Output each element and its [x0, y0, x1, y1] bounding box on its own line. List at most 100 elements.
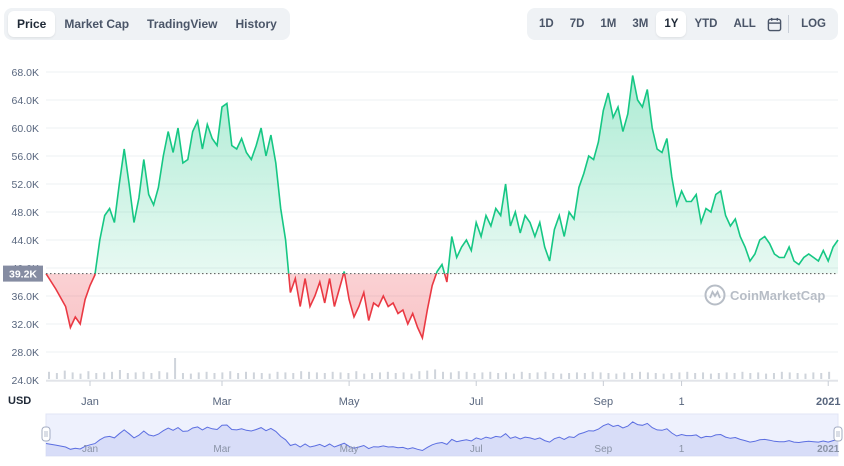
x-tick-label: May: [339, 396, 360, 408]
volume-bar: [473, 373, 476, 379]
volume-bar: [536, 372, 539, 379]
volume-bar: [378, 372, 381, 379]
calendar-icon[interactable]: [764, 11, 784, 37]
volume-bar: [694, 373, 697, 379]
volume-bar: [725, 372, 728, 379]
volume-bar: [670, 373, 673, 379]
volume-bar: [812, 372, 815, 379]
volume-bar: [828, 371, 831, 379]
volume-bar: [528, 373, 531, 379]
volume-bar: [181, 373, 184, 379]
volume-bar: [520, 371, 523, 379]
currency-label: USD: [8, 395, 32, 407]
volume-bar: [103, 372, 106, 379]
navigator-tick-label: Jul: [470, 444, 483, 455]
range-1y[interactable]: 1Y: [656, 11, 687, 37]
volume-bar: [205, 371, 208, 379]
volume-bar: [615, 373, 618, 379]
log-toggle[interactable]: LOG: [801, 18, 826, 30]
volume-bar: [308, 371, 311, 379]
volume-bar: [229, 371, 232, 379]
volume-bar: [804, 373, 807, 379]
volume-bar: [796, 373, 799, 379]
volume-bar: [544, 371, 547, 379]
navigator-line: [45, 421, 839, 452]
volume-bar: [552, 373, 555, 379]
volume-bar: [252, 372, 255, 379]
x-tick-label: 2021: [816, 396, 840, 408]
volume-bar: [87, 371, 90, 379]
y-tick-label: 68.0K: [12, 67, 39, 79]
navigator-tick-label: May: [340, 444, 359, 455]
x-tick-label: Mar: [213, 396, 232, 408]
tab-price[interactable]: Price: [8, 11, 56, 37]
volume-bar: [717, 373, 720, 379]
watermark-text: CoinMarketCap: [730, 287, 826, 303]
volume-bar: [55, 373, 58, 379]
volume-bar: [134, 372, 137, 379]
range-7d[interactable]: 7D: [569, 18, 585, 30]
tab-history[interactable]: History: [235, 17, 277, 31]
y-tick-label: 24.0K: [12, 375, 39, 387]
volume-bar: [457, 371, 460, 379]
volume-bar: [213, 373, 216, 379]
volume-bar: [497, 373, 500, 379]
volume-bar: [623, 372, 626, 379]
volume-bar: [363, 373, 366, 379]
volume-bar: [245, 371, 247, 379]
navigator-tick-label: Jan: [82, 444, 98, 455]
volume-bar: [709, 373, 712, 379]
volume-bar: [79, 373, 82, 379]
volume-bar: [189, 373, 192, 379]
volume-bar: [686, 371, 689, 379]
volume-bar: [560, 373, 563, 379]
volume-bar: [449, 372, 452, 379]
divider: [788, 15, 790, 33]
volume-bar: [292, 373, 295, 379]
navigator-handle-left[interactable]: [41, 426, 51, 442]
navigator-tick-label: 1: [679, 444, 685, 455]
y-tick-label: 64.0K: [12, 95, 39, 107]
y-tick-label: 44.0K: [12, 235, 39, 247]
range-3m[interactable]: 3M: [632, 18, 649, 30]
volume-bar: [300, 371, 303, 379]
volume-bar: [331, 371, 334, 379]
volume-bar: [394, 373, 397, 379]
volume-bar: [765, 373, 768, 379]
navigator-tick-label: 2021: [817, 444, 840, 455]
range-1d[interactable]: 1D: [539, 18, 554, 30]
tab-market-cap[interactable]: Market Cap: [64, 17, 130, 31]
range-all[interactable]: ALL: [733, 18, 756, 30]
volume-bar: [426, 370, 429, 379]
navigator-tick-label: Mar: [213, 444, 231, 455]
volume-bar: [355, 371, 358, 379]
volume-bar: [442, 371, 444, 379]
range-1m[interactable]: 1M: [600, 18, 617, 30]
volume-bar: [166, 372, 169, 379]
price-line-up: [45, 75, 839, 274]
coinmarketcap-logo-icon: [704, 284, 726, 306]
tab-tradingview[interactable]: TradingView: [147, 17, 218, 31]
volume-bar: [268, 373, 271, 379]
volume-bar: [568, 373, 571, 379]
volume-bar: [733, 373, 736, 379]
volume-bar: [772, 373, 775, 379]
volume-bar: [237, 373, 240, 379]
range-ytd[interactable]: YTD: [694, 18, 718, 30]
volume-bar: [583, 373, 586, 379]
navigator-handle-right[interactable]: [833, 426, 843, 442]
volume-bar: [174, 358, 177, 379]
volume-bar: [741, 371, 744, 379]
volume-bar: [631, 373, 634, 379]
navigator-area: [46, 421, 838, 456]
navigator-tick-label: Sep: [594, 444, 612, 455]
volume-bar: [575, 372, 578, 379]
volume-bar: [111, 371, 114, 379]
volume-bar: [780, 371, 783, 379]
volume-bar: [323, 373, 326, 379]
baseline-label: 39.2K: [9, 269, 37, 281]
volume-bar: [276, 371, 279, 379]
x-tick-label: Jan: [81, 396, 99, 408]
volume-bar: [339, 372, 342, 379]
volume-bar: [371, 373, 374, 379]
